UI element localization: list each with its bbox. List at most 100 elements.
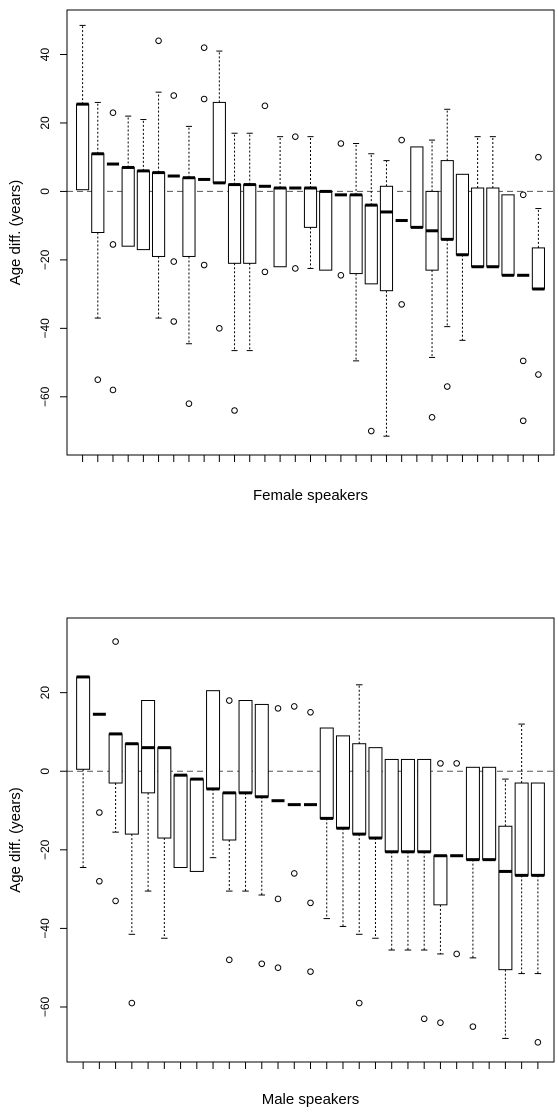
box-body [243,184,257,264]
outlier-point [170,258,178,265]
box-1 [76,675,91,869]
box-body [76,103,90,191]
box-28 [514,723,529,975]
y-tick-label: −60 [38,996,52,1017]
outlier-point [231,407,238,414]
box-body [440,160,454,240]
box-body [530,782,545,876]
outlier-point [469,1023,477,1030]
box-27 [471,136,485,269]
y-tick-label: 0 [38,188,52,195]
box-body [335,735,350,829]
outlier-point [292,265,299,272]
box-body [91,153,105,233]
box-29 [530,782,545,1046]
outlier-point [185,400,193,407]
box-body [417,758,432,853]
box-body [349,194,363,275]
outlier-point [398,136,405,144]
box-body [319,190,333,271]
box-21 [379,160,394,437]
box-18 [352,684,367,1007]
outlier-point [443,383,451,390]
box-11 [238,700,253,892]
box-5 [136,119,150,251]
outlier-point [225,697,233,704]
box-24 [425,139,439,421]
box-body [400,758,415,853]
box-24 [450,760,464,958]
outlier-point [274,964,282,971]
box-body [136,170,150,251]
box-13 [258,102,271,276]
box-body [121,166,135,247]
box-4 [124,742,139,1007]
box-body [498,825,513,971]
box-22 [417,758,432,1023]
box-10 [212,50,226,332]
box-7 [167,92,180,325]
female-speakers-panel: −60 −40 −20 0 20 40 Female speakers Age diff. (… [7,9,555,504]
outlier-point [258,960,266,968]
box-body [410,146,424,228]
outlier-point [261,102,269,110]
box-body [227,184,242,264]
box-20 [384,758,399,951]
box-11 [227,132,242,414]
outlier-point [420,1015,428,1023]
box-3 [108,638,123,905]
box-body [455,173,470,256]
outlier-point [535,371,542,378]
box-body [433,855,448,906]
box-body [465,766,480,861]
box-body [151,172,166,257]
box-16 [303,136,318,269]
box-body [273,187,287,268]
box-1 [76,24,90,191]
box-4 [121,115,135,247]
outlier-point [519,191,527,199]
box-19 [368,747,383,939]
box-body [319,727,334,819]
outlier-point [290,870,298,877]
outlier-point [170,318,178,325]
outlier-point [307,899,314,907]
box-9 [206,690,221,859]
box-26 [482,766,497,862]
y-tick-label: −20 [38,249,52,270]
y-tick-label: −60 [38,386,52,407]
box-body [486,187,500,268]
outlier-point [96,877,103,885]
box-22 [395,136,408,308]
outlier-point [519,417,527,425]
box-body [212,101,226,184]
box-body [482,766,497,861]
box-body [514,782,529,876]
y-tick-label: 20 [38,686,52,700]
y-axis-title: Age diff. (years) [7,787,24,893]
box-2 [91,101,105,383]
y-tick-label: 0 [38,768,52,775]
outlier-point [292,133,299,140]
box-14 [273,136,287,268]
box-15 [289,133,302,272]
male-speakers-panel: −60 −40 −20 0 20 Male speakers Age diff. (year… [7,617,555,1108]
outlier-point [437,1019,444,1027]
box-9 [198,44,211,269]
box-body [384,758,399,853]
box-15 [304,709,317,975]
box-31 [531,153,545,378]
outlier-point [437,760,444,767]
box-7 [173,773,188,869]
box-body [238,700,253,794]
outlier-point [261,268,269,276]
y-tick-label: 40 [38,48,52,62]
y-tick-label: −20 [38,839,52,860]
outlier-point [225,956,233,964]
box-body [182,177,196,257]
outlier-point [337,271,345,279]
outlier-point [200,95,208,103]
outlier-point [355,999,363,1007]
outlier-point [398,301,405,308]
